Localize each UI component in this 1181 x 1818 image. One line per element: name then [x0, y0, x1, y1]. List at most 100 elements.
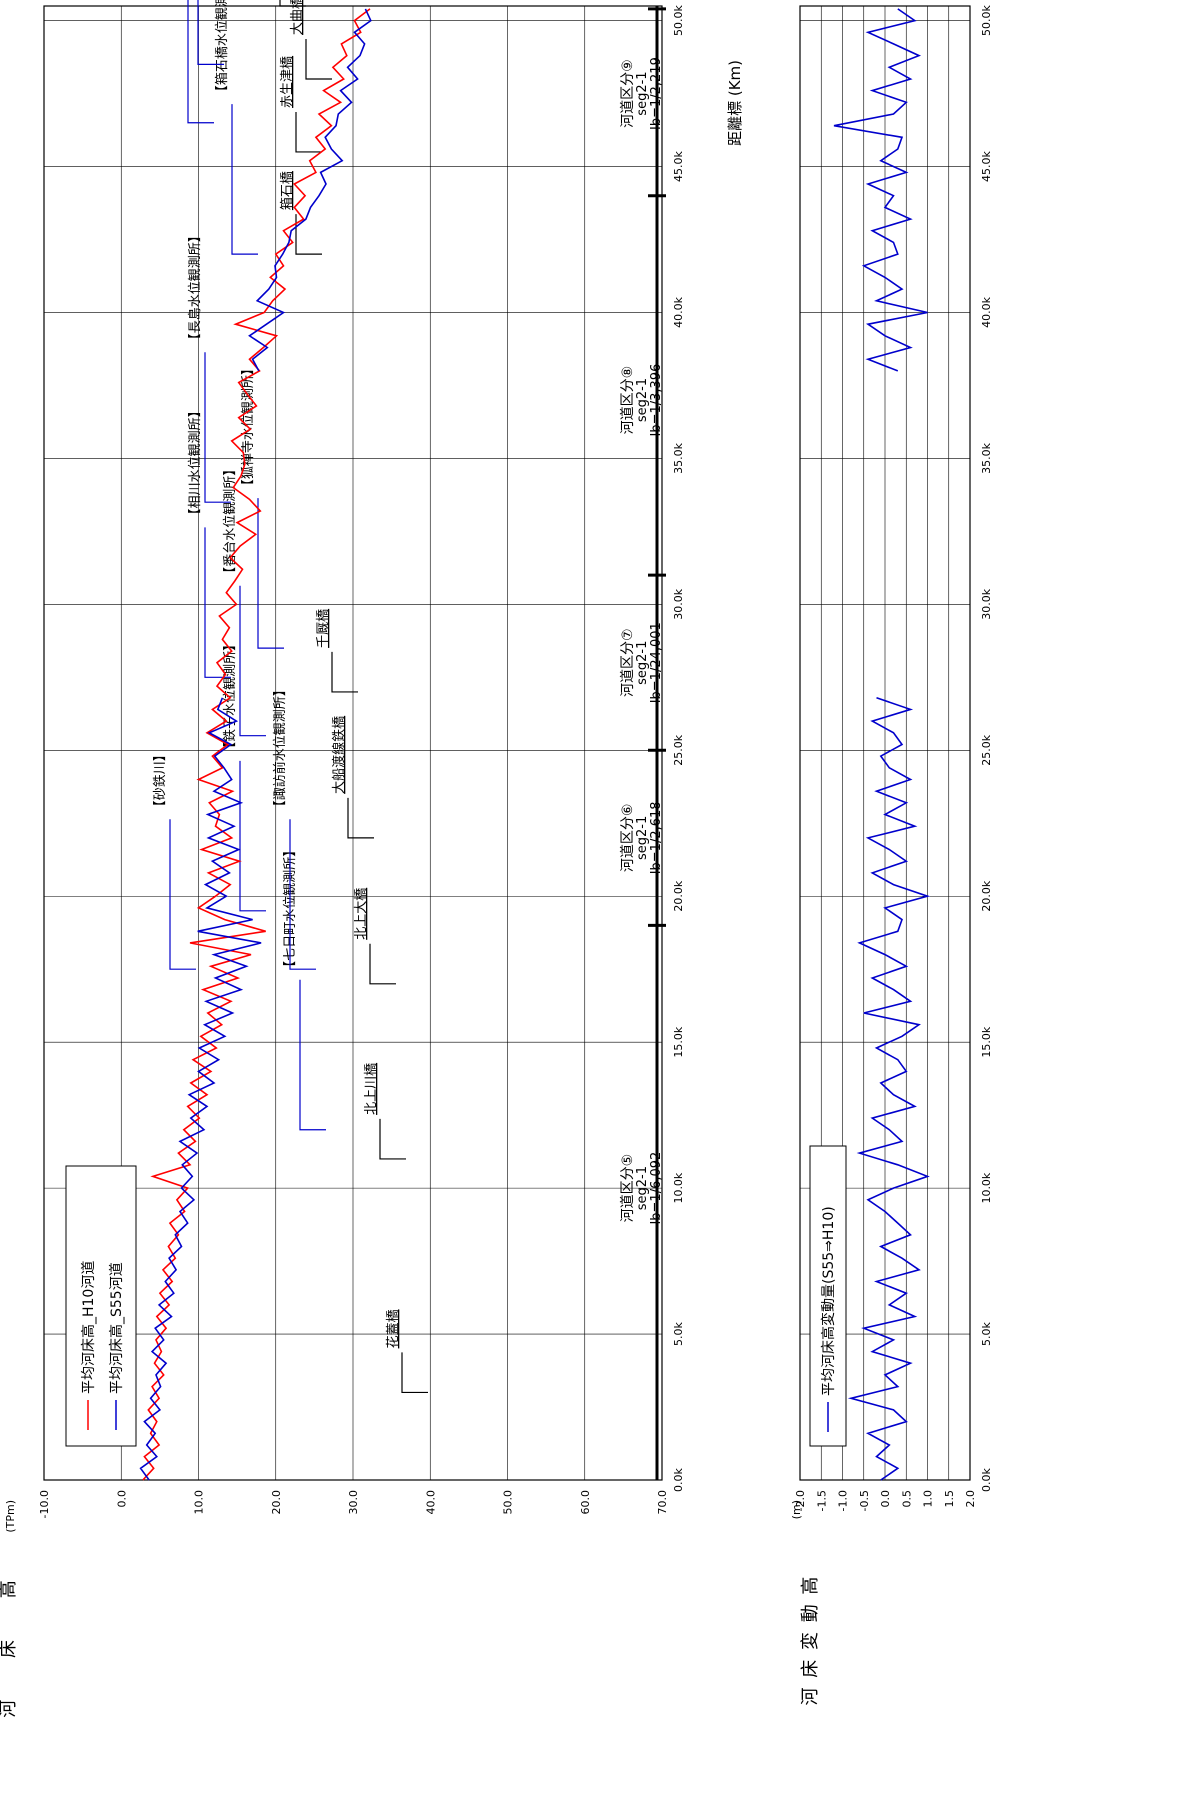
- bridge-marker: [379, 1118, 406, 1160]
- top-value-tick-label: 40.0: [424, 1490, 437, 1515]
- segment-label: 河道区分⑧: [620, 366, 636, 435]
- top-legend-box: [65, 1165, 137, 1447]
- bottom-value-tick-label: 1.0: [922, 1490, 935, 1508]
- bottom-km-tick-label: 50.0k: [980, 5, 993, 36]
- station-marker: [197, 0, 224, 65]
- segment-type: seg2-1: [635, 1166, 650, 1210]
- segment-type: seg2-1: [635, 378, 650, 422]
- segment-gradient: Ib=1/3,396: [649, 364, 664, 437]
- legend-label: 平均河床高変動量(S55⇒H10): [820, 1206, 837, 1396]
- segment-type: seg2-1: [635, 816, 650, 860]
- segment-label: 河道区分⑨: [620, 59, 636, 128]
- station-label: 【砂鉄川】: [153, 748, 168, 813]
- bridge-label: 北上川橋: [364, 1063, 379, 1115]
- bottom-y-axis-label: 河 床 変 動 高: [800, 1575, 821, 1706]
- top-km-tick-label: 35.0k: [672, 442, 685, 473]
- segment-label: 河道区分⑤: [620, 1154, 636, 1223]
- bottom-km-tick-label: 0.0k: [980, 1467, 993, 1491]
- bridge-marker: [331, 651, 358, 693]
- top-km-tick-label: 30.0k: [672, 588, 685, 619]
- top-value-tick-label: 0.0: [115, 1490, 128, 1508]
- bottom-km-tick-label: 30.0k: [980, 588, 993, 619]
- bottom-km-tick-label: 35.0k: [980, 442, 993, 473]
- series-line-change: [833, 8, 931, 1481]
- segment-gradient: Ib=1/24,001: [649, 622, 664, 703]
- station-marker: [187, 0, 214, 124]
- top-chart: 70.0 60.0 50.0 40.0 30.0 20.0 10.0 0.0 -10.0 0.0k…: [0, 0, 744, 1718]
- station-marker: [239, 585, 266, 737]
- station-marker: [204, 527, 231, 678]
- top-value-tick-label: 70.0: [656, 1490, 669, 1515]
- bottom-legend-box: [809, 1145, 847, 1447]
- bottom-km-tick-label: 10.0k: [980, 1172, 993, 1203]
- top-value-tick-label: -10.0: [38, 1490, 51, 1518]
- bottom-km-tick-label: 5.0k: [980, 1322, 993, 1346]
- bottom-km-tick-label: 20.0k: [980, 880, 993, 911]
- top-km-tick-label: 10.0k: [672, 1172, 685, 1203]
- top-value-tick-label: 20.0: [270, 1490, 283, 1515]
- station-marker: [299, 979, 326, 1131]
- top-y-axis-label: 河 床 高: [0, 1562, 19, 1717]
- series-line-s55: [139, 8, 372, 1481]
- bridge-label: 北上大橋: [354, 888, 369, 940]
- top-value-tick-label: 10.0: [193, 1490, 206, 1515]
- bottom-value-tick-label: 0.0: [879, 1490, 892, 1508]
- segment-type: seg2-1: [635, 641, 650, 685]
- station-label: 【諏訪前水位観測所】: [272, 683, 288, 813]
- bridge-label: 千厩橋: [316, 609, 331, 648]
- station-label: 【相川水位観測所】: [188, 404, 203, 521]
- top-km-tick-label: 15.0k: [672, 1026, 685, 1057]
- series-line-h10: [142, 8, 371, 1481]
- station-marker: [231, 104, 258, 255]
- top-km-tick-label: 45.0k: [672, 150, 685, 181]
- segment-label: 河道区分⑦: [620, 628, 636, 697]
- top-value-tick-label: 50.0: [502, 1490, 515, 1515]
- bridge-label: 大曲橋: [290, 0, 305, 35]
- bridge-marker: [295, 111, 322, 153]
- bottom-km-tick-label: 25.0k: [980, 734, 993, 765]
- bridge-label: 大船渡線鉄橋: [331, 716, 347, 794]
- bottom-value-tick-label: -1.0: [837, 1490, 850, 1511]
- bridge-label: 箱石橋: [279, 171, 295, 210]
- station-marker: [169, 819, 196, 970]
- top-km-tick-label: 0.0k: [672, 1467, 685, 1491]
- station-marker: [289, 819, 316, 970]
- bridge-marker: [305, 38, 332, 80]
- top-value-tick-label: 60.0: [579, 1490, 592, 1515]
- station-label: 【長島水位観測所】: [188, 229, 203, 346]
- bottom-km-tick-label: 15.0k: [980, 1026, 993, 1057]
- bottom-value-tick-label: 2.0: [964, 1490, 977, 1508]
- segment-label: 河道区分⑥: [620, 804, 636, 873]
- bottom-value-tick-label: -2.0: [794, 1490, 807, 1511]
- segment-type: seg2-1: [635, 71, 650, 115]
- station-label: 【箱石橋水位観測所】: [214, 0, 230, 98]
- bottom-chart: 2.0 1.5 1.0 0.5 0.0 -0.5 -1.0 -1.5 -2.0 0.0k 5.0k 1…: [790, 5, 993, 1706]
- bottom-y-unit: (m): [790, 1500, 803, 1519]
- top-km-tick-label: 20.0k: [672, 880, 685, 911]
- bridge-marker: [279, 0, 306, 7]
- segment-gradient: Ib=1/2,618: [649, 801, 664, 874]
- bottom-km-tick-label: 45.0k: [980, 150, 993, 181]
- bridge-label: 花蓋橋: [385, 1309, 401, 1348]
- segment-gradient: Ib=1/2,219: [649, 57, 664, 130]
- bottom-value-tick-label: -0.5: [858, 1490, 871, 1511]
- x-axis-label: 距離標 (Km): [726, 60, 744, 146]
- bottom-km-tick-label: 40.0k: [980, 296, 993, 327]
- top-km-tick-label: 25.0k: [672, 734, 685, 765]
- station-marker: [257, 498, 284, 649]
- bridge-marker: [347, 797, 374, 839]
- bottom-legend: 平均河床高変動量(S55⇒H10): [809, 1145, 847, 1447]
- bottom-value-tick-label: -1.5: [815, 1490, 828, 1511]
- bridge-label: 赤生津橋: [280, 56, 295, 108]
- legend-label: 平均河床高_S55河道: [108, 1262, 125, 1394]
- bridge-marker: [401, 1352, 428, 1394]
- top-km-tick-label: 5.0k: [672, 1322, 685, 1346]
- bridge-marker: [369, 943, 396, 985]
- top-legend: 平均河床高_H10河道 平均河床高_S55河道: [65, 1165, 137, 1447]
- bottom-value-tick-label: 0.5: [900, 1490, 913, 1508]
- segment-gradient: Ib=1/6,092: [649, 1152, 664, 1225]
- legend-label: 平均河床高_H10河道: [80, 1261, 97, 1394]
- top-y-unit: (TPm): [4, 1500, 17, 1533]
- top-km-tick-label: 50.0k: [672, 5, 685, 36]
